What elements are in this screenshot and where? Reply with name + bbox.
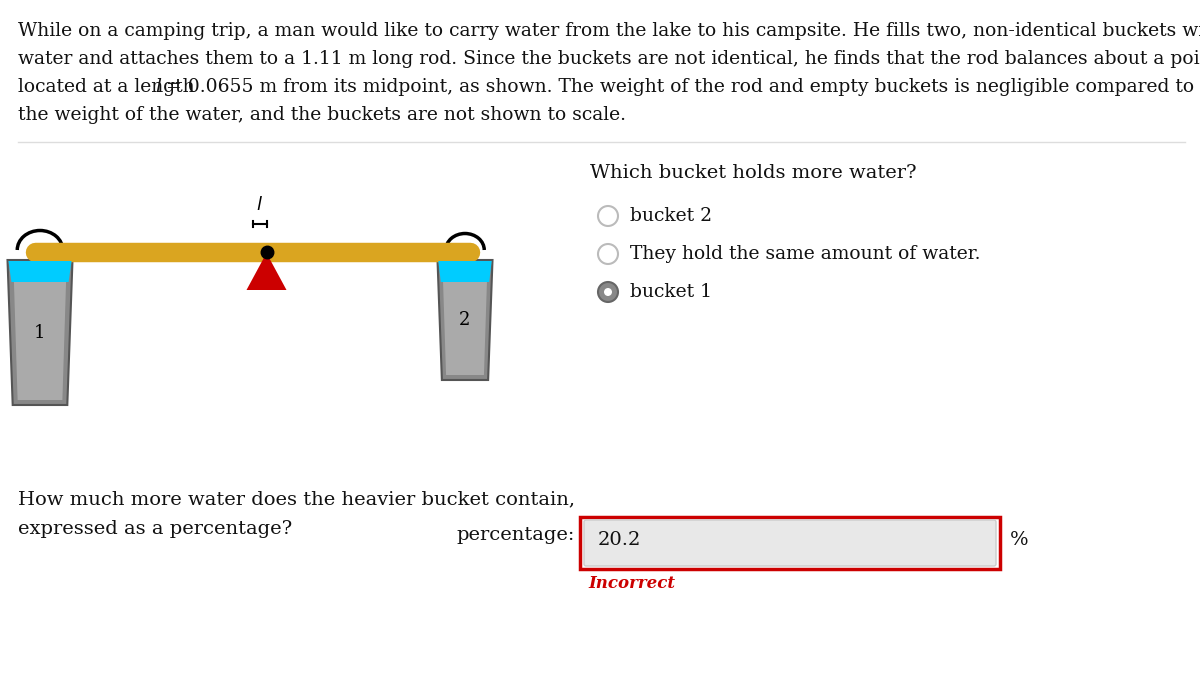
Text: bucket 1: bucket 1 (630, 283, 712, 301)
Polygon shape (8, 261, 72, 282)
Text: water and attaches them to a 1.11 m long rod. Since the buckets are not identica: water and attaches them to a 1.11 m long… (18, 50, 1200, 68)
Text: expressed as a percentage?: expressed as a percentage? (18, 520, 293, 538)
Text: percentage:: percentage: (457, 526, 575, 544)
Text: 1: 1 (35, 323, 46, 341)
Text: 20.2: 20.2 (598, 531, 641, 549)
Text: Which bucket holds more water?: Which bucket holds more water? (590, 164, 917, 182)
Text: = 0.0655 m from its midpoint, as shown. The weight of the rod and empty buckets : = 0.0655 m from its midpoint, as shown. … (160, 78, 1194, 96)
Polygon shape (438, 261, 492, 282)
FancyBboxPatch shape (580, 517, 1000, 569)
Text: Incorrect: Incorrect (588, 575, 674, 592)
Circle shape (604, 288, 612, 296)
Text: located at a length: located at a length (18, 78, 200, 96)
Text: bucket 2: bucket 2 (630, 207, 712, 225)
Text: $l$: $l$ (256, 196, 263, 214)
Text: 2: 2 (460, 311, 470, 329)
Polygon shape (7, 260, 72, 405)
Text: the weight of the water, and the buckets are not shown to scale.: the weight of the water, and the buckets… (18, 106, 626, 124)
Circle shape (598, 206, 618, 226)
Text: How much more water does the heavier bucket contain,: How much more water does the heavier buc… (18, 490, 575, 508)
Text: l: l (155, 78, 161, 96)
Circle shape (598, 282, 618, 302)
Polygon shape (13, 263, 67, 400)
Circle shape (598, 244, 618, 264)
Polygon shape (438, 260, 492, 380)
Polygon shape (443, 263, 487, 375)
Polygon shape (246, 253, 287, 290)
FancyBboxPatch shape (584, 520, 996, 566)
Text: While on a camping trip, a man would like to carry water from the lake to his ca: While on a camping trip, a man would lik… (18, 22, 1200, 40)
Text: %: % (1010, 531, 1028, 549)
Text: They hold the same amount of water.: They hold the same amount of water. (630, 245, 980, 263)
